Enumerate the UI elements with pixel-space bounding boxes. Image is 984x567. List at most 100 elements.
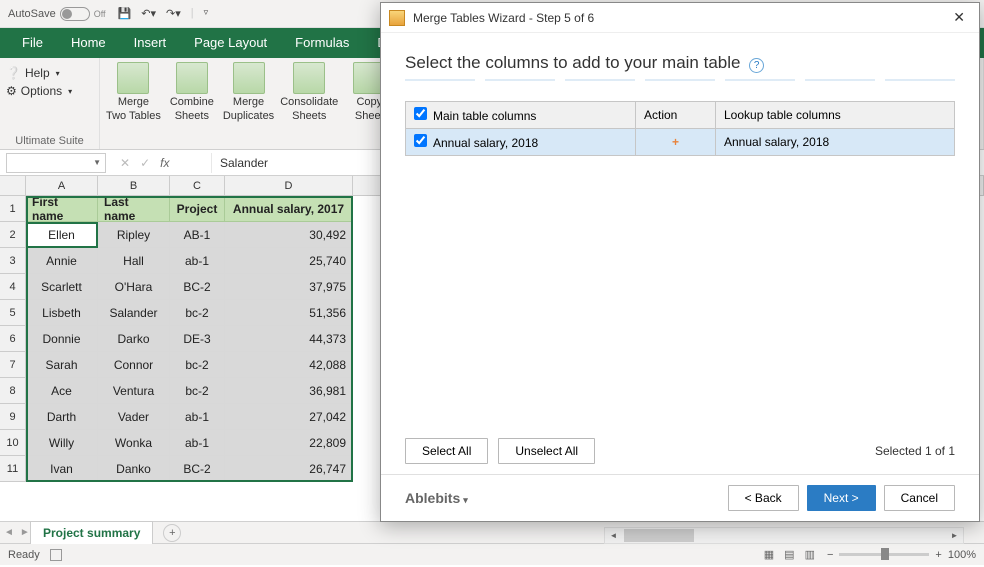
- name-box[interactable]: ▼: [6, 153, 106, 173]
- ablebits-menu[interactable]: Ablebits▾: [405, 490, 468, 506]
- row-header-4[interactable]: 4: [0, 274, 26, 300]
- header-cell[interactable]: Last name: [98, 196, 170, 222]
- zoom-in-icon[interactable]: +: [935, 549, 941, 561]
- unselect-all-button[interactable]: Unselect All: [498, 438, 595, 464]
- view-page-break-icon[interactable]: ▥: [805, 548, 815, 561]
- cell[interactable]: bc-2: [170, 378, 225, 404]
- col-header-B[interactable]: B: [98, 176, 170, 196]
- horizontal-scrollbar[interactable]: ◄ ►: [604, 527, 964, 544]
- cell[interactable]: 37,975: [225, 274, 353, 300]
- cell[interactable]: Willy: [26, 430, 98, 456]
- cell[interactable]: Salander: [98, 300, 170, 326]
- tab-file[interactable]: File: [8, 28, 57, 58]
- redo-icon[interactable]: ↷▾: [166, 7, 181, 20]
- cell[interactable]: Wonka: [98, 430, 170, 456]
- scroll-right-icon[interactable]: ►: [946, 528, 963, 543]
- row-checkbox[interactable]: [414, 134, 427, 147]
- save-icon[interactable]: 💾: [118, 7, 132, 20]
- autosave-toggle[interactable]: AutoSave Off: [8, 7, 106, 21]
- cell[interactable]: Annie: [26, 248, 98, 274]
- select-all-button[interactable]: Select All: [405, 438, 488, 464]
- row-header-7[interactable]: 7: [0, 352, 26, 378]
- cell[interactable]: Darth: [26, 404, 98, 430]
- next-button[interactable]: Next >: [807, 485, 876, 511]
- row-header-9[interactable]: 9: [0, 404, 26, 430]
- sheet-nav-prev-icon[interactable]: ◄: [4, 527, 14, 538]
- sheet-tab-active[interactable]: Project summary: [30, 521, 153, 544]
- cell[interactable]: ab-1: [170, 248, 225, 274]
- cell[interactable]: 27,042: [225, 404, 353, 430]
- cell[interactable]: 44,373: [225, 326, 353, 352]
- cell[interactable]: DE-3: [170, 326, 225, 352]
- tab-home[interactable]: Home: [57, 28, 120, 58]
- help-icon[interactable]: ?: [749, 58, 764, 73]
- tab-formulas[interactable]: Formulas: [281, 28, 363, 58]
- cell[interactable]: 36,981: [225, 378, 353, 404]
- ribbon-button-1[interactable]: CombineSheets: [167, 62, 217, 122]
- macro-record-icon[interactable]: [50, 549, 62, 561]
- cell[interactable]: Vader: [98, 404, 170, 430]
- cell[interactable]: BC-2: [170, 456, 225, 482]
- close-icon[interactable]: ✕: [947, 9, 971, 26]
- tab-page-layout[interactable]: Page Layout: [180, 28, 281, 58]
- cell[interactable]: Connor: [98, 352, 170, 378]
- header-cell[interactable]: Annual salary, 2017: [225, 196, 353, 222]
- row-header-5[interactable]: 5: [0, 300, 26, 326]
- cell[interactable]: 22,809: [225, 430, 353, 456]
- scroll-thumb[interactable]: [624, 529, 694, 542]
- toggle-switch[interactable]: [60, 7, 90, 21]
- cell[interactable]: 26,747: [225, 456, 353, 482]
- cell[interactable]: Scarlett: [26, 274, 98, 300]
- ribbon-button-2[interactable]: MergeDuplicates: [223, 62, 274, 122]
- zoom-out-icon[interactable]: −: [827, 549, 833, 561]
- cell[interactable]: Donnie: [26, 326, 98, 352]
- row-header-2[interactable]: 2: [0, 222, 26, 248]
- cell[interactable]: 25,740: [225, 248, 353, 274]
- cell[interactable]: Ivan: [26, 456, 98, 482]
- cell[interactable]: Sarah: [26, 352, 98, 378]
- header-checkbox[interactable]: [414, 107, 427, 120]
- cell[interactable]: Ripley: [98, 222, 170, 248]
- zoom-pct[interactable]: 100%: [948, 549, 976, 561]
- cell[interactable]: Ventura: [98, 378, 170, 404]
- cancel-icon[interactable]: ✕: [120, 156, 130, 170]
- row-header-10[interactable]: 10: [0, 430, 26, 456]
- cell[interactable]: bc-2: [170, 300, 225, 326]
- header-cell[interactable]: First name: [26, 196, 98, 222]
- table-row[interactable]: Annual salary, 2018 + Annual salary, 201…: [406, 129, 955, 156]
- cell[interactable]: O'Hara: [98, 274, 170, 300]
- qat-dropdown-icon[interactable]: ▿: [204, 7, 209, 20]
- namebox-dropdown-icon[interactable]: ▼: [93, 158, 101, 167]
- cell[interactable]: ab-1: [170, 404, 225, 430]
- col-header-D[interactable]: D: [225, 176, 353, 196]
- row-header-6[interactable]: 6: [0, 326, 26, 352]
- view-normal-icon[interactable]: ▦: [764, 548, 774, 561]
- cell[interactable]: Hall: [98, 248, 170, 274]
- row-header-1[interactable]: 1: [0, 196, 26, 222]
- cell[interactable]: Lisbeth: [26, 300, 98, 326]
- header-cell[interactable]: Project: [170, 196, 225, 222]
- cancel-button[interactable]: Cancel: [884, 485, 955, 511]
- col-header-C[interactable]: C: [170, 176, 225, 196]
- cell[interactable]: BC-2: [170, 274, 225, 300]
- cell[interactable]: Danko: [98, 456, 170, 482]
- options-link[interactable]: ⚙Options▾: [6, 84, 93, 98]
- cell[interactable]: 51,356: [225, 300, 353, 326]
- cell[interactable]: Ace: [26, 378, 98, 404]
- cell[interactable]: 30,492: [225, 222, 353, 248]
- row-header-3[interactable]: 3: [0, 248, 26, 274]
- fx-icon[interactable]: fx: [160, 156, 169, 170]
- undo-icon[interactable]: ↶▾: [141, 7, 156, 20]
- col-header-A[interactable]: A: [26, 176, 98, 196]
- row-header-8[interactable]: 8: [0, 378, 26, 404]
- tab-insert[interactable]: Insert: [120, 28, 181, 58]
- view-page-layout-icon[interactable]: ▤: [784, 548, 794, 561]
- back-button[interactable]: < Back: [728, 485, 799, 511]
- zoom-control[interactable]: − + 100%: [827, 549, 976, 561]
- cell[interactable]: Darko: [98, 326, 170, 352]
- cell[interactable]: bc-2: [170, 352, 225, 378]
- enter-icon[interactable]: ✓: [140, 156, 150, 170]
- ribbon-button-3[interactable]: ConsolidateSheets: [280, 62, 338, 122]
- row-header-11[interactable]: 11: [0, 456, 26, 482]
- sheet-nav-next-icon[interactable]: ►: [20, 527, 30, 538]
